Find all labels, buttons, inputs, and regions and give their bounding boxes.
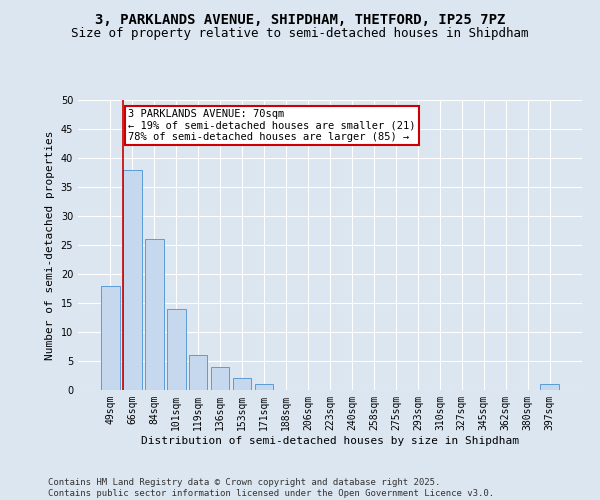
Bar — [211, 367, 229, 390]
Bar — [255, 384, 274, 390]
Bar — [189, 355, 208, 390]
Text: Size of property relative to semi-detached houses in Shipdham: Size of property relative to semi-detach… — [71, 28, 529, 40]
Bar — [123, 170, 142, 390]
X-axis label: Distribution of semi-detached houses by size in Shipdham: Distribution of semi-detached houses by … — [141, 436, 519, 446]
Bar — [167, 309, 185, 390]
Bar — [145, 239, 164, 390]
Text: 3 PARKLANDS AVENUE: 70sqm
← 19% of semi-detached houses are smaller (21)
78% of : 3 PARKLANDS AVENUE: 70sqm ← 19% of semi-… — [128, 108, 416, 142]
Bar — [541, 384, 559, 390]
Y-axis label: Number of semi-detached properties: Number of semi-detached properties — [45, 130, 55, 360]
Text: Contains HM Land Registry data © Crown copyright and database right 2025.
Contai: Contains HM Land Registry data © Crown c… — [48, 478, 494, 498]
Bar — [101, 286, 119, 390]
Text: 3, PARKLANDS AVENUE, SHIPDHAM, THETFORD, IP25 7PZ: 3, PARKLANDS AVENUE, SHIPDHAM, THETFORD,… — [95, 12, 505, 26]
Bar — [233, 378, 251, 390]
